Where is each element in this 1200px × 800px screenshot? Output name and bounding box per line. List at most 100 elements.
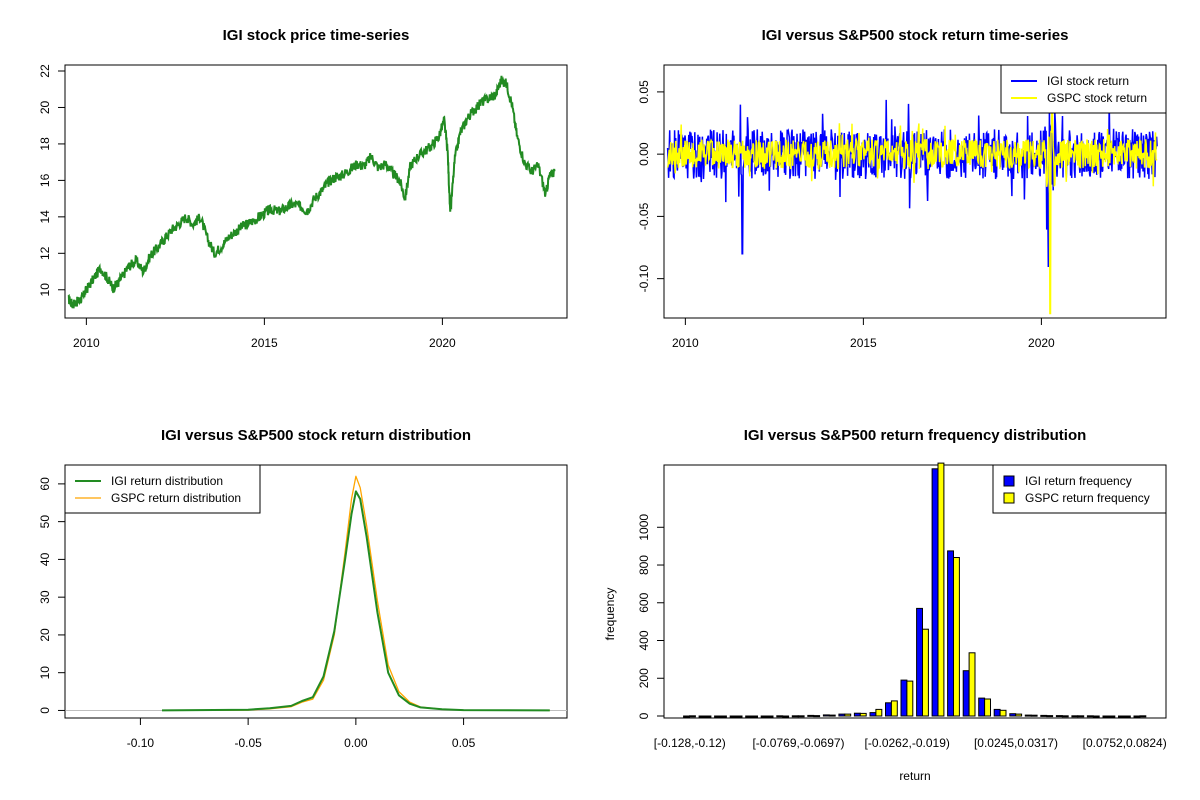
- y-tick-label: 0: [637, 712, 651, 719]
- bar: [1077, 715, 1085, 718]
- x-tick-label: [-0.128,-0.12): [654, 736, 726, 750]
- x-tick-label: [0.0245,0.0317): [974, 736, 1058, 750]
- chart-title: IGI versus S&P500 stock return time-seri…: [762, 27, 1069, 44]
- legend: IGI return distribution GSPC return distr…: [64, 464, 261, 514]
- y-tick-label: 20: [38, 628, 52, 642]
- bar: [797, 715, 805, 718]
- bar: [962, 670, 970, 717]
- y-tick-label: 0.05: [637, 80, 651, 104]
- legend: IGI return frequency GSPC return frequenc…: [992, 464, 1167, 514]
- bar: [1092, 715, 1100, 718]
- bar: [698, 715, 706, 718]
- bar: [890, 700, 898, 717]
- legend-swatch: [1003, 492, 1015, 504]
- price-line: [67, 75, 556, 309]
- panel-return-timeseries: IGI versus S&P500 stock return time-seri…: [637, 27, 1167, 350]
- legend-label: GSPC return distribution: [111, 491, 241, 505]
- bar: [813, 715, 821, 718]
- bar: [791, 715, 799, 718]
- legend-label: GSPC return frequency: [1025, 491, 1150, 505]
- bar: [1071, 715, 1079, 718]
- legend-swatch: [1003, 475, 1015, 487]
- x-tick-label: 0.00: [344, 736, 368, 750]
- x-tick-label: [-0.0262,-0.019): [865, 736, 950, 750]
- chart-title: IGI stock price time-series: [223, 27, 410, 44]
- y-tick-label: 30: [38, 590, 52, 604]
- y-tick-label: 10: [38, 666, 52, 680]
- bar: [1015, 713, 1023, 717]
- x-tick-label: [-0.0769,-0.0697): [752, 736, 844, 750]
- bar: [853, 712, 861, 717]
- y-tick-label: -0.10: [637, 265, 651, 293]
- y-tick-label: 12: [38, 246, 52, 260]
- panel-return-distribution: IGI versus S&P500 stock return distribut…: [38, 427, 568, 750]
- x-tick-label: 2015: [251, 336, 278, 350]
- y-tick-label: 22: [38, 64, 52, 78]
- y-tick-label: -0.05: [637, 202, 651, 230]
- bar: [714, 715, 721, 718]
- bar: [844, 713, 852, 717]
- y-tick-label: 16: [38, 173, 52, 187]
- bar: [1046, 715, 1054, 718]
- x-tick-label: 2020: [1028, 336, 1055, 350]
- x-tick-label: 2015: [850, 336, 877, 350]
- bar: [683, 715, 690, 718]
- bar: [689, 715, 696, 718]
- legend-box: [992, 464, 1167, 514]
- x-tick-label: 0.05: [452, 736, 476, 750]
- bar: [766, 715, 774, 718]
- chart-title: IGI versus S&P500 return frequency distr…: [744, 427, 1087, 444]
- chart-title: IGI versus S&P500 stock return distribut…: [161, 427, 471, 444]
- legend-label: IGI return distribution: [111, 474, 223, 488]
- legend: IGI stock return GSPC stock return: [1000, 64, 1167, 114]
- bar: [1133, 715, 1141, 718]
- bar: [916, 607, 923, 717]
- y-axis-title: frequency: [603, 588, 617, 641]
- bar: [760, 715, 768, 718]
- panel-price-timeseries: IGI stock price time-series1012141618202…: [38, 27, 568, 350]
- bar: [869, 712, 877, 717]
- bar: [900, 679, 908, 717]
- y-tick-label: 400: [637, 630, 651, 650]
- bar: [859, 712, 867, 717]
- bar: [782, 715, 790, 718]
- bar: [1108, 715, 1116, 718]
- bar: [1118, 715, 1125, 718]
- y-tick-label: 60: [38, 477, 52, 491]
- bar: [822, 714, 830, 717]
- bar: [931, 468, 939, 717]
- bar: [953, 557, 960, 717]
- y-tick-label: 18: [38, 137, 52, 151]
- x-tick-label: 2010: [672, 336, 699, 350]
- bar: [984, 698, 991, 717]
- bar: [922, 628, 929, 717]
- bar: [1139, 715, 1147, 718]
- bar: [776, 715, 784, 718]
- y-tick-label: 800: [637, 555, 651, 575]
- bar: [885, 702, 892, 717]
- legend-box: [64, 464, 261, 514]
- bars: [683, 462, 1147, 718]
- y-tick-label: 1000: [637, 514, 651, 541]
- y-tick-label: 600: [637, 592, 651, 612]
- y-tick-label: 200: [637, 668, 651, 688]
- legend-label: IGI return frequency: [1025, 474, 1132, 488]
- y-tick-label: 40: [38, 552, 52, 566]
- x-tick-label: -0.10: [127, 736, 155, 750]
- bar: [729, 715, 737, 718]
- y-tick-label: 10: [38, 283, 52, 297]
- y-tick-label: 0.00: [637, 142, 651, 166]
- bar: [751, 715, 758, 718]
- legend-box: [1000, 64, 1167, 114]
- x-tick-label: 2010: [73, 336, 100, 350]
- y-tick-label: 50: [38, 515, 52, 529]
- bar: [1086, 715, 1094, 718]
- bar: [1102, 715, 1110, 718]
- bar: [937, 462, 945, 717]
- bar: [838, 713, 846, 717]
- y-tick-label: 20: [38, 100, 52, 114]
- bar: [1055, 715, 1063, 718]
- x-tick-label: -0.05: [234, 736, 262, 750]
- y-tick-label: 0: [38, 707, 52, 714]
- return-series-line: [666, 99, 1158, 267]
